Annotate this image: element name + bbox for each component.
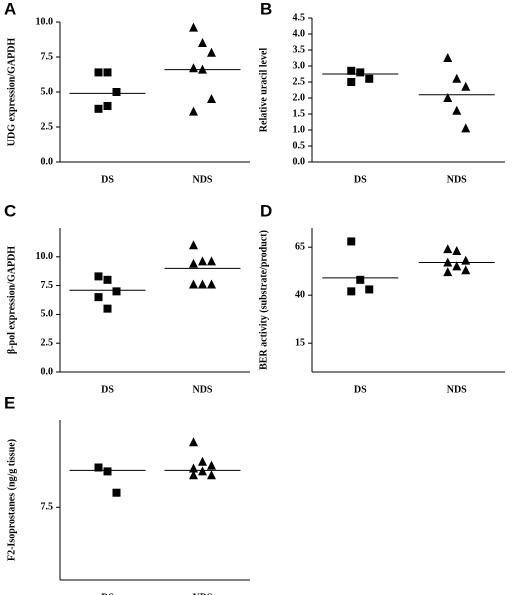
- y-tick-label: 1.5: [293, 108, 306, 119]
- y-tick-label: 0.0: [41, 366, 54, 377]
- y-tick-label: 3.5: [293, 44, 306, 55]
- x-tick-label: NDS: [192, 174, 212, 185]
- point: [207, 256, 216, 266]
- y-tick-label: 65: [295, 241, 305, 252]
- y-tick-label: 4.5: [293, 12, 306, 23]
- point: [198, 456, 207, 466]
- y-tick-label: 5.0: [41, 86, 54, 97]
- point: [189, 240, 198, 250]
- point: [452, 105, 462, 115]
- x-tick-label: DS: [101, 384, 114, 395]
- point: [347, 78, 356, 86]
- panel-label: D: [260, 201, 272, 220]
- point: [452, 246, 462, 256]
- x-tick-label: NDS: [447, 384, 467, 395]
- point: [94, 68, 103, 77]
- y-tick-label: 10.0: [36, 16, 54, 27]
- point: [207, 470, 216, 480]
- point: [347, 237, 356, 246]
- x-tick-label: DS: [101, 592, 114, 595]
- point: [103, 467, 112, 476]
- point: [452, 73, 462, 83]
- point: [112, 88, 121, 96]
- point: [112, 287, 121, 296]
- point: [103, 102, 112, 110]
- panel-label: E: [4, 393, 15, 412]
- x-tick-label: NDS: [192, 384, 212, 395]
- panel-label: B: [260, 0, 272, 18]
- point: [94, 463, 103, 472]
- point: [347, 66, 356, 75]
- point: [103, 275, 112, 284]
- y-tick-label: 2.5: [41, 337, 54, 348]
- x-tick-label: DS: [354, 384, 367, 395]
- point: [112, 488, 121, 497]
- point: [189, 437, 198, 447]
- point: [461, 255, 471, 265]
- x-tick-label: DS: [101, 174, 114, 185]
- point: [365, 74, 374, 83]
- point: [207, 460, 216, 470]
- point: [103, 304, 112, 313]
- point: [189, 106, 198, 116]
- y-tick-label: 15: [295, 337, 305, 348]
- point: [189, 279, 198, 289]
- y-tick-label: 2.5: [41, 121, 54, 132]
- point: [189, 470, 198, 480]
- point: [207, 47, 216, 57]
- y-axis-label: UDG expression/GAPDH: [6, 38, 17, 147]
- point: [365, 285, 374, 294]
- point: [94, 104, 103, 113]
- point: [103, 68, 112, 77]
- y-tick-label: 0.0: [293, 156, 306, 167]
- point: [461, 81, 471, 91]
- y-axis-label: Relative uracil level: [258, 48, 269, 133]
- y-axis-label: F2-Isoprostanes (ng/g tissue): [6, 439, 17, 561]
- y-tick-label: 3.0: [293, 60, 306, 71]
- y-tick-label: 0.0: [41, 156, 54, 167]
- panel-label: A: [4, 0, 16, 18]
- y-tick-label: 40: [295, 289, 305, 300]
- point: [443, 244, 453, 254]
- point: [347, 287, 356, 296]
- x-tick-label: NDS: [447, 174, 467, 185]
- point: [461, 123, 471, 133]
- point: [207, 94, 216, 103]
- point: [189, 63, 198, 73]
- y-axis-label: β-pol expression/GAPDH: [6, 246, 17, 354]
- y-tick-label: 4.0: [293, 28, 306, 39]
- panel-label: C: [4, 201, 16, 220]
- point: [461, 265, 471, 275]
- y-tick-label: 10.0: [36, 251, 54, 262]
- y-tick-label: 5.0: [41, 309, 54, 320]
- y-tick-label: 2.5: [293, 76, 306, 87]
- y-tick-label: 7.5: [41, 280, 54, 291]
- point: [356, 68, 365, 77]
- point: [198, 279, 207, 289]
- x-tick-label: DS: [354, 174, 367, 185]
- y-tick-label: 1.0: [293, 124, 306, 135]
- point: [94, 272, 103, 281]
- y-tick-label: 7.5: [41, 51, 54, 62]
- y-tick-label: 2.0: [293, 92, 306, 103]
- point: [452, 261, 462, 271]
- point: [356, 275, 365, 284]
- point: [443, 53, 453, 62]
- y-axis-label: BER activity (substrate/product): [258, 230, 269, 370]
- point: [207, 279, 216, 289]
- point: [198, 256, 207, 266]
- point: [443, 267, 453, 277]
- x-tick-label: NDS: [192, 592, 212, 595]
- point: [189, 22, 198, 32]
- point: [94, 293, 103, 302]
- point: [189, 258, 198, 268]
- point: [198, 38, 207, 47]
- y-tick-label: 0.5: [293, 140, 306, 151]
- point: [443, 93, 453, 102]
- y-tick-label: 7.5: [41, 502, 54, 513]
